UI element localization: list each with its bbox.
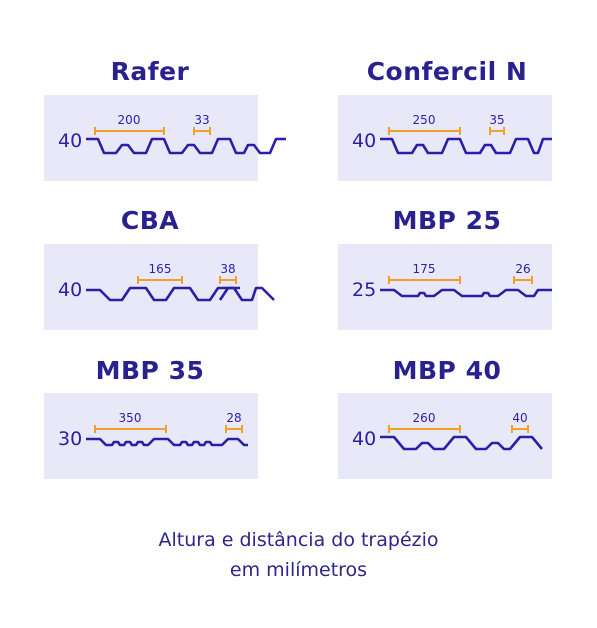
pitch-label: 350 [119,411,142,425]
height-label: 40 [58,130,82,152]
crest-label: 33 [194,113,209,127]
crest-label: 28 [226,411,241,425]
profile-svg: 40 200 33 [58,113,286,155]
pitch-label: 175 [413,262,436,276]
height-label: 30 [58,428,82,450]
crest-label: 35 [489,113,504,127]
height-label: 40 [352,428,376,450]
pitch-dimension [388,276,461,284]
profile-title: MBP 40 [392,356,502,385]
crest-label: 26 [515,262,530,276]
pitch-dimension [388,425,461,433]
profile-line [380,288,552,298]
profile-svg: 25 175 26 [352,262,552,301]
profile-diagram-confercil-n: 40 250 35 [338,95,552,181]
profile-diagram-mbp-25: 25 175 26 [338,244,552,330]
profile-title: Rafer [110,57,190,86]
profile-diagram-cba: 40 165 38 [44,244,275,330]
crest-dimension [513,276,533,284]
pitch-dimension [388,127,461,135]
profile-title: MBP 25 [392,206,502,235]
crest-label: 40 [512,411,527,425]
crest-dimension [219,276,237,284]
profile-title: MBP 35 [95,356,205,385]
height-label: 40 [58,279,82,301]
profile-svg: 40 250 35 [352,113,552,155]
crest-dimension [489,127,505,135]
caption-line-2: em milímetros [229,559,368,581]
profile-diagram-rafer: 40 200 33 [44,95,286,181]
profile-diagram-mbp-35: 30 350 28 [44,393,258,479]
pitch-dimension [94,425,167,433]
height-label: 40 [352,130,376,152]
profile-svg: 40 260 40 [352,411,543,451]
caption-line-1: Altura e distância do trapézio [158,529,439,551]
profile-line [86,437,248,447]
height-label: 25 [352,279,376,301]
crest-dimension [225,425,243,433]
profile-svg: 30 350 28 [58,411,248,450]
crest-label: 38 [220,262,235,276]
crest-dimension [193,127,211,135]
pitch-label: 200 [118,113,141,127]
pitch-label: 260 [413,411,436,425]
profile-line [380,435,543,451]
profile-line [380,137,552,155]
profile-title: CBA [120,206,180,235]
profile-line [86,286,275,302]
pitch-dimension [137,276,183,284]
caption: Altura e distância do trapézio em milíme… [0,525,597,585]
profile-diagram-mbp-40: 40 260 40 [338,393,552,479]
pitch-label: 165 [149,262,172,276]
profile-svg: 40 165 38 [58,262,275,302]
crest-dimension [511,425,529,433]
profile-title: Confercil N [366,57,528,86]
pitch-dimension [94,127,165,135]
pitch-label: 250 [413,113,436,127]
profile-line [86,137,286,155]
